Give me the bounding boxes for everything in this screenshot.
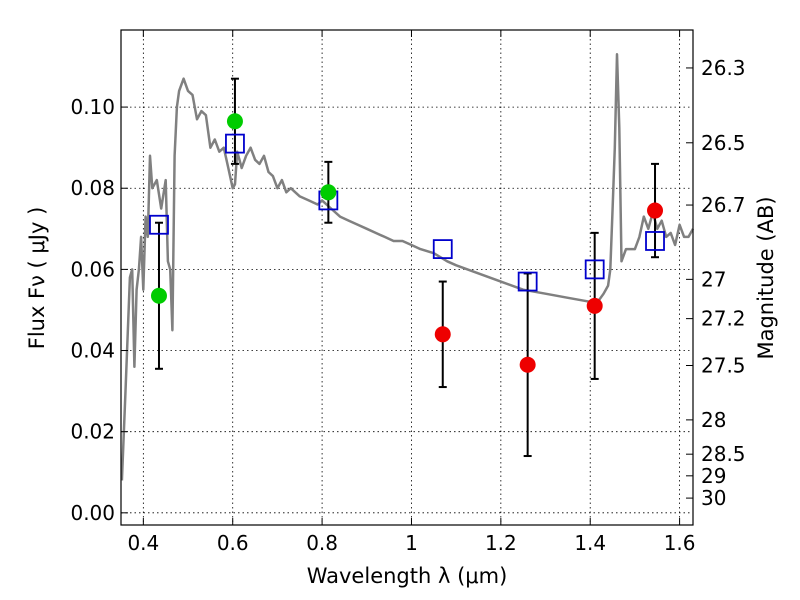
mag-tick-label: 26.7: [701, 193, 746, 217]
mag-tick-label: 27: [701, 267, 726, 291]
model-square-marker: [517, 271, 538, 292]
model-square-marker: [584, 259, 605, 280]
detection-marker: [150, 287, 167, 304]
model-square-marker: [645, 231, 665, 251]
x-axis-label: Wavelength λ (μm): [307, 564, 508, 588]
x-tick-label: 0.8: [306, 531, 338, 555]
y-tick-label: 0.08: [70, 176, 115, 200]
mag-tick-label: 26.3: [701, 56, 746, 80]
detection-marker: [226, 113, 243, 130]
y-tick-label: 0.02: [70, 420, 115, 444]
model-square-marker: [149, 214, 169, 235]
mag-tick-label: 27.2: [701, 307, 746, 331]
x-tick-label: 1: [405, 531, 418, 555]
mag-tick-label: 28: [701, 408, 726, 432]
mag-tick-label: 28.5: [701, 442, 746, 466]
nondetection-marker: [519, 356, 536, 373]
x-tick-label: 0.6: [217, 531, 249, 555]
model-square-marker: [432, 239, 453, 259]
mag-tick-label: 29: [701, 464, 726, 488]
y-tick-label: 0.00: [70, 501, 115, 525]
spectrum-line: [120, 53, 695, 481]
nondetection-marker: [647, 202, 664, 219]
plot-frame: [120, 29, 694, 526]
observed-photometry-series: [150, 113, 664, 373]
x-tick-label: 0.4: [127, 531, 159, 555]
mag-tick-label: 30: [701, 486, 726, 510]
mag-tick-label: 26.5: [701, 131, 746, 155]
y-axis-label: Flux Fν ( μJy ): [25, 207, 49, 350]
spectrum-series: [120, 53, 695, 481]
x-tick-label: 1.2: [485, 531, 517, 555]
tick-labels: 0.4 0.6 0.8 1 1.2 1.4 1.6 0.00 0.02 0.04 0.06 0.08 0…: [70, 56, 745, 555]
model-square-marker: [225, 133, 245, 154]
model-photometry-series: [149, 133, 665, 292]
nondetection-marker: [434, 326, 451, 343]
x-tick-label: 1.6: [664, 531, 696, 555]
grid-lines: [121, 30, 693, 525]
nondetection-marker: [586, 297, 603, 314]
y-tick-label: 0.10: [70, 95, 115, 119]
y-tick-label: 0.04: [70, 339, 115, 363]
x-tick-label: 1.4: [574, 531, 606, 555]
y2-axis-label: Magnitude (AB): [754, 196, 778, 359]
mag-tick-label: 27.5: [701, 354, 746, 378]
y-tick-label: 0.06: [70, 257, 115, 281]
axis-ticks: [121, 30, 693, 525]
detection-marker: [320, 184, 337, 201]
